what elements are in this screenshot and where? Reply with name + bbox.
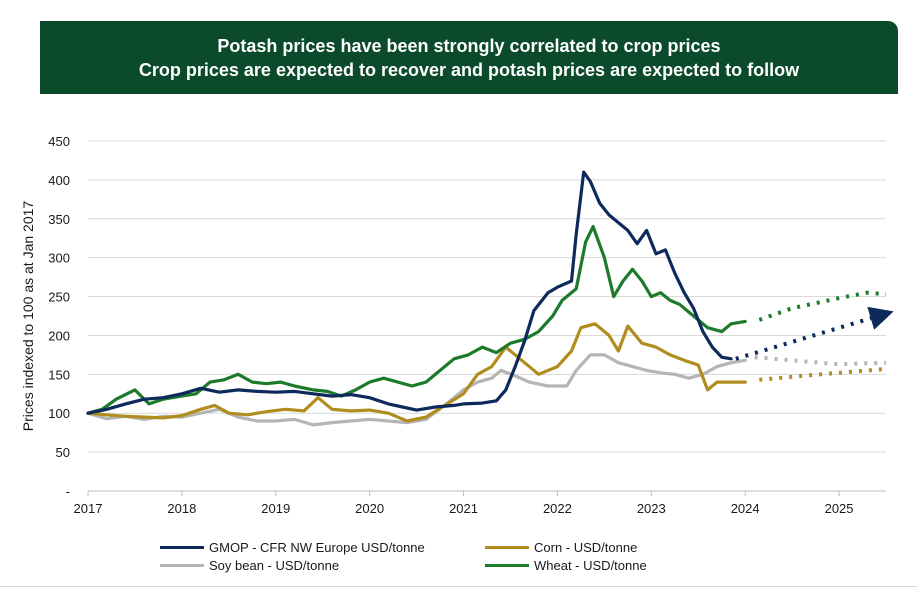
y-tick-label: 400 xyxy=(48,173,70,188)
forecast-line-soy xyxy=(754,355,887,367)
x-tick-label: 2017 xyxy=(74,501,103,516)
x-tick-label: 2019 xyxy=(261,501,290,516)
banner-title-line-2: Crop prices are expected to recover and … xyxy=(138,59,800,80)
chart-series xyxy=(86,170,747,427)
y-tick-label: 100 xyxy=(48,406,70,421)
y-tick-label: 300 xyxy=(48,251,70,266)
x-tick-label: 2018 xyxy=(167,501,196,516)
footer-divider xyxy=(0,586,917,587)
y-tick-label: 450 xyxy=(48,134,70,149)
y-axis-label: Prices indexed to 100 as at Jan 2017 xyxy=(20,201,36,432)
chart-legend: GMOP - CFR NW Europe USD/tonne Corn - US… xyxy=(160,540,720,580)
legend-swatch-corn xyxy=(485,546,529,549)
x-tick-label: 2020 xyxy=(355,501,384,516)
legend-swatch-gmop xyxy=(160,546,204,549)
x-tick-label: 2021 xyxy=(449,501,478,516)
title-banner: Potash prices have been strongly correla… xyxy=(40,21,898,94)
series-line-wheat xyxy=(86,225,747,415)
banner-title-line-1: Potash prices have been strongly correla… xyxy=(217,35,721,56)
chart-forecasts xyxy=(735,290,894,382)
chart-gridlines xyxy=(87,140,886,496)
y-tick-label: 50 xyxy=(56,445,70,460)
y-tick-label: - xyxy=(66,484,70,499)
x-tick-label: 2023 xyxy=(637,501,666,516)
series-line-soy xyxy=(86,353,747,427)
legend-swatch-wheat xyxy=(485,564,529,567)
forecast-line-corn xyxy=(759,366,887,382)
y-tick-label: 150 xyxy=(48,367,70,382)
x-tick-label: 2022 xyxy=(543,501,572,516)
x-tick-label: 2025 xyxy=(825,501,854,516)
y-axis-ticks: - 50 100 150 200 250 300 350 400 450 xyxy=(48,134,70,499)
legend-label-soy: Soy bean - USD/tonne xyxy=(209,558,340,573)
forecast-line-gmop xyxy=(735,306,894,361)
y-tick-label: 200 xyxy=(48,328,70,343)
legend-label-wheat: Wheat - USD/tonne xyxy=(534,558,647,573)
x-axis-ticks: 2017 2018 2019 2020 2021 2022 2023 2024 2025 xyxy=(74,501,854,516)
legend-swatch-soy xyxy=(160,564,204,567)
legend-item-soy: Soy bean - USD/tonne xyxy=(160,558,339,573)
y-tick-label: 250 xyxy=(48,290,70,305)
legend-item-corn: Corn - USD/tonne xyxy=(485,540,637,555)
series-line-corn xyxy=(86,322,747,423)
legend-label-gmop: GMOP - CFR NW Europe USD/tonne xyxy=(209,540,425,555)
legend-item-wheat: Wheat - USD/tonne xyxy=(485,558,647,573)
legend-item-gmop: GMOP - CFR NW Europe USD/tonne xyxy=(160,540,425,555)
series-line-gmop xyxy=(86,170,733,415)
y-tick-label: 350 xyxy=(48,212,70,227)
forecast-line-wheat xyxy=(758,290,887,322)
legend-label-corn: Corn - USD/tonne xyxy=(534,540,638,555)
x-tick-label: 2024 xyxy=(731,501,760,516)
